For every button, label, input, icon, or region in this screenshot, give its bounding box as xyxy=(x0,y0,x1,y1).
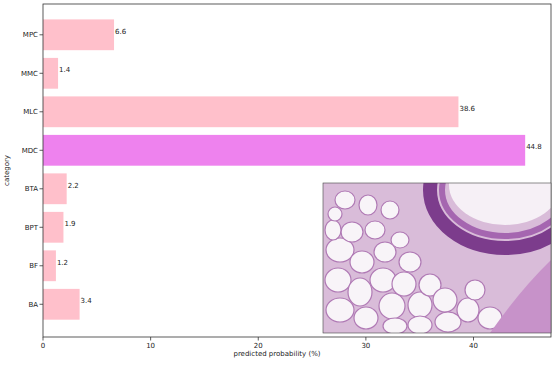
x-tick-label: 30 xyxy=(361,342,370,350)
data-label: 6.6 xyxy=(115,28,127,36)
y-tick xyxy=(40,304,44,305)
inset-cell xyxy=(325,220,341,240)
data-label: 1.9 xyxy=(64,220,75,228)
x-tick xyxy=(365,337,366,341)
y-tick-label: MLC xyxy=(23,108,38,116)
inset-lumen xyxy=(449,183,551,225)
inset-cell xyxy=(399,252,421,272)
bar xyxy=(43,135,525,166)
chart: 6.6 1.4 38.6 44.8 2.2 1.9 1.2 3.4 0 10 20 30 40 MPC MM… xyxy=(0,0,553,369)
y-tick-label: MPC xyxy=(23,31,38,39)
inset-vessel-inner xyxy=(442,183,551,236)
y-tick xyxy=(40,111,44,112)
x-tick-label: 20 xyxy=(254,342,263,350)
plot-frame xyxy=(43,4,551,337)
inset-vessel xyxy=(430,183,551,248)
y-tick-label: BF xyxy=(29,262,38,270)
y-tick xyxy=(40,265,44,266)
y-axis-label: category xyxy=(3,155,11,186)
x-tick-label: 10 xyxy=(146,342,155,350)
inset-cell xyxy=(383,318,407,333)
inset-cell xyxy=(354,307,378,329)
inset-cell xyxy=(391,232,409,248)
inset-content xyxy=(323,183,551,333)
inset-cell xyxy=(433,288,457,312)
y-tick xyxy=(40,73,44,74)
inset-cell xyxy=(457,298,479,322)
y-tick xyxy=(40,188,44,189)
bar xyxy=(43,212,63,243)
inset-cell xyxy=(392,272,416,296)
y-tick-label: MDC xyxy=(22,147,38,155)
y-tick xyxy=(40,150,44,151)
inset-cell xyxy=(328,207,342,221)
inset-cell xyxy=(325,268,351,292)
x-tick-label: 0 xyxy=(41,342,45,350)
inset-cell xyxy=(435,312,461,332)
inset-cell xyxy=(379,293,405,319)
inset-cell xyxy=(341,222,363,242)
data-label: 1.2 xyxy=(57,259,68,267)
x-tick xyxy=(473,337,474,341)
bar xyxy=(43,19,114,50)
inset-cell xyxy=(465,280,485,300)
inset-cell xyxy=(326,298,354,322)
x-tick-label: 40 xyxy=(469,342,478,350)
bar xyxy=(43,250,56,281)
y-tick-label: BPT xyxy=(25,224,39,232)
inset-cell xyxy=(408,316,432,333)
y-tick xyxy=(40,227,44,228)
bar xyxy=(43,289,80,320)
bar xyxy=(43,173,67,204)
inset-image xyxy=(323,132,553,334)
data-label: 1.4 xyxy=(59,66,71,74)
y-tick xyxy=(40,34,44,35)
inset-cell xyxy=(350,251,374,273)
bar xyxy=(43,58,58,89)
y-tick-label: BTA xyxy=(25,185,39,193)
inset-tissue xyxy=(490,260,551,333)
data-label: 44.8 xyxy=(526,143,542,151)
y-tick-label: MMC xyxy=(21,70,38,78)
inset-cell xyxy=(335,191,355,209)
inset-cell xyxy=(348,278,372,306)
bar xyxy=(43,96,458,127)
x-axis-label: predicted probability (%) xyxy=(233,350,320,358)
y-tick-label: BA xyxy=(28,301,38,309)
inset-cell xyxy=(359,195,377,215)
data-label: 2.2 xyxy=(68,182,79,190)
inset-cell xyxy=(365,221,385,239)
data-label: 3.4 xyxy=(81,297,93,305)
x-tick xyxy=(150,337,151,341)
x-tick xyxy=(258,337,259,341)
inset-cell xyxy=(381,201,399,219)
x-tick xyxy=(43,337,44,341)
data-label: 38.6 xyxy=(459,105,475,113)
inset-frame xyxy=(323,183,551,333)
